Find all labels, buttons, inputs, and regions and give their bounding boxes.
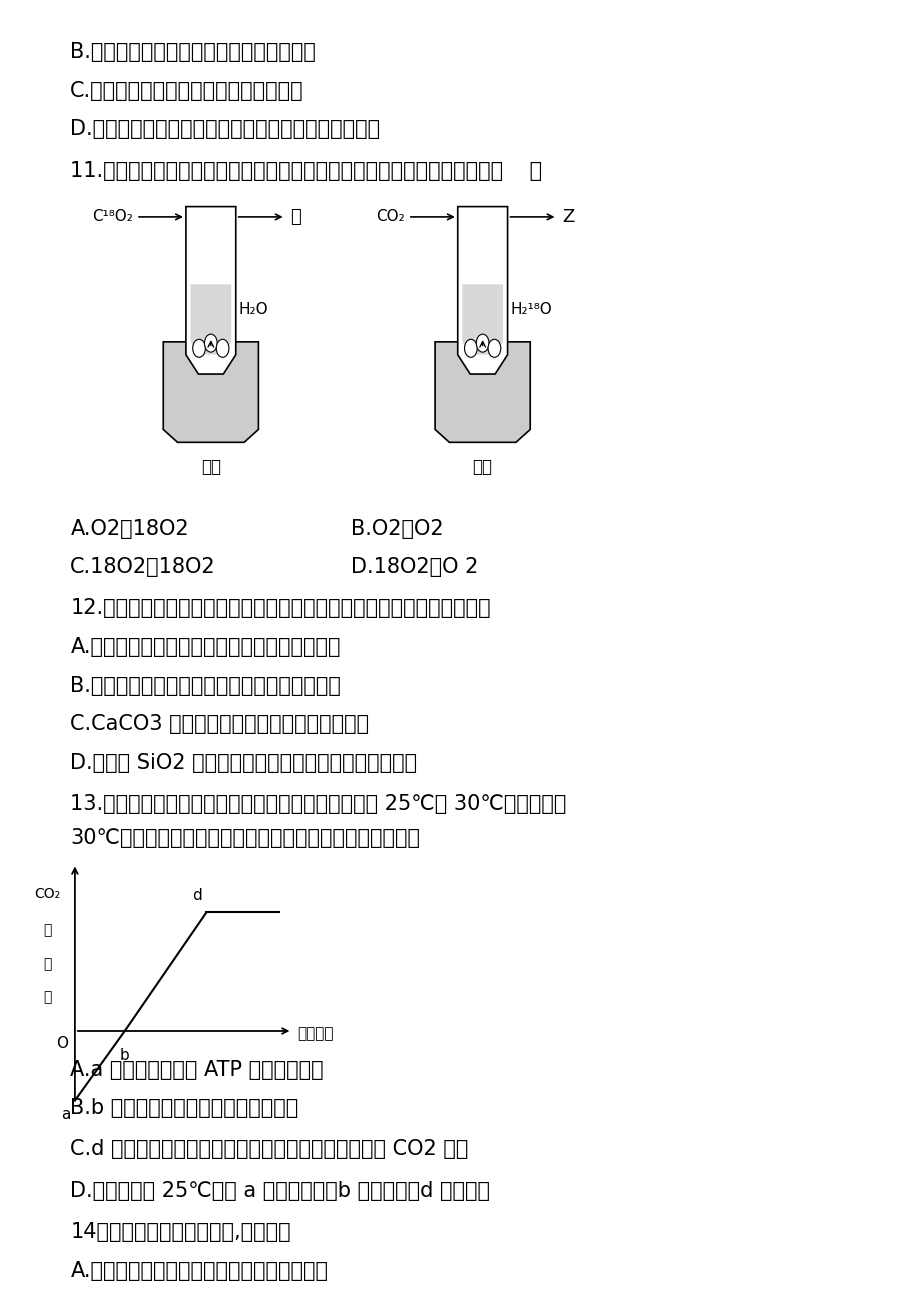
Text: 甲: 甲 [289,208,301,227]
Text: 量: 量 [43,991,51,1005]
Polygon shape [461,284,503,354]
Text: C¹⁸O₂: C¹⁸O₂ [93,210,133,224]
Text: 光照: 光照 [472,458,492,475]
Text: A.a 点时，细胞中的 ATP 来自细胞呼吸: A.a 点时，细胞中的 ATP 来自细胞呼吸 [70,1060,323,1079]
Text: 光照: 光照 [200,458,221,475]
Text: C.d 点后光合速率不再增加，主要限制因素是环境中的 CO2 浓度: C.d 点后光合速率不再增加，主要限制因素是环境中的 CO2 浓度 [70,1139,469,1160]
Circle shape [464,340,477,357]
Polygon shape [190,284,231,354]
Text: 吸: 吸 [43,923,51,937]
Text: B.b 点时，该植物的净光合作用等于零: B.b 点时，该植物的净光合作用等于零 [70,1099,299,1118]
Text: D.若温度降到 25℃，则 a 点会向上移，b 点会右移，d 点会下移: D.若温度降到 25℃，则 a 点会向上移，b 点会右移，d 点会下移 [70,1181,490,1200]
Text: H₂¹⁸O: H₂¹⁸O [510,302,551,316]
Text: A.O2、18O2: A.O2、18O2 [70,518,188,539]
Text: B.无水乙醇用于提取色素，层析液用于分离色素: B.无水乙醇用于提取色素，层析液用于分离色素 [70,676,341,695]
Text: A.组成真核生物的细胞都有具双层膜的细胞核: A.组成真核生物的细胞都有具双层膜的细胞核 [70,1260,328,1281]
Text: B.O2、O2: B.O2、O2 [351,518,443,539]
Circle shape [488,340,500,357]
Text: d: d [192,888,202,904]
Polygon shape [458,207,507,374]
Text: 14．以下关于细胞核的叙述,正确的是: 14．以下关于细胞核的叙述,正确的是 [70,1223,290,1242]
Text: C.18O2、18O2: C.18O2、18O2 [70,557,216,577]
Text: D.未使用 SiO2 或未重复画滤液细线将无法分离到色素带: D.未使用 SiO2 或未重复画滤液细线将无法分离到色素带 [70,753,417,773]
Text: 收: 收 [43,957,51,971]
Text: O: O [55,1036,68,1051]
Circle shape [216,340,229,357]
Circle shape [192,340,205,357]
Text: 30℃时光合作用与光照强度的关系。下列相关叙述错误的是: 30℃时光合作用与光照强度的关系。下列相关叙述错误的是 [70,828,420,848]
Text: D.18O2、O 2: D.18O2、O 2 [351,557,478,577]
Text: C.每一种酶只能催化一种或一类化学反应: C.每一种酶只能催化一种或一类化学反应 [70,81,303,100]
Text: Z: Z [562,208,573,227]
Text: CO₂: CO₂ [35,887,61,901]
Text: D.低温和酸性条件均会破坏所有酶的空间结构使其失活: D.低温和酸性条件均会破坏所有酶的空间结构使其失活 [70,120,380,139]
Text: A.新鲜菠菜叶的提取效果会优于等质量的白菜叶: A.新鲜菠菜叶的提取效果会优于等质量的白菜叶 [70,637,341,658]
Polygon shape [186,207,235,374]
Polygon shape [435,342,529,443]
Circle shape [476,335,489,352]
Text: 11.给小球藻悬液提供不同的原料和条件进行实验，则得到的甲、乙分别为（    ）: 11.给小球藻悬液提供不同的原料和条件进行实验，则得到的甲、乙分别为（ ） [70,160,542,181]
Text: CO₂: CO₂ [376,210,404,224]
Circle shape [204,335,217,352]
Text: H₂O: H₂O [238,302,267,316]
Text: 12.某同学拟开展「绿叶中色素的提取和分离」实验，下列分析不合理的是: 12.某同学拟开展「绿叶中色素的提取和分离」实验，下列分析不合理的是 [70,599,491,618]
Text: C.CaCO3 可用于缓解酸性物质对叶绿素的破坏: C.CaCO3 可用于缓解酸性物质对叶绿素的破坏 [70,715,369,734]
Text: a: a [61,1107,70,1122]
Text: 13.已知某植物光合作用和呼吸作用的最适温度分别为 25℃和 30℃，如图表示: 13.已知某植物光合作用和呼吸作用的最适温度分别为 25℃和 30℃，如图表示 [70,794,566,814]
Text: b: b [119,1048,130,1062]
Polygon shape [163,342,258,443]
Text: B.酶为反应提供活化能使生化反应快速进行: B.酶为反应提供活化能使生化反应快速进行 [70,42,316,62]
Text: 光照强度: 光照强度 [297,1026,333,1042]
